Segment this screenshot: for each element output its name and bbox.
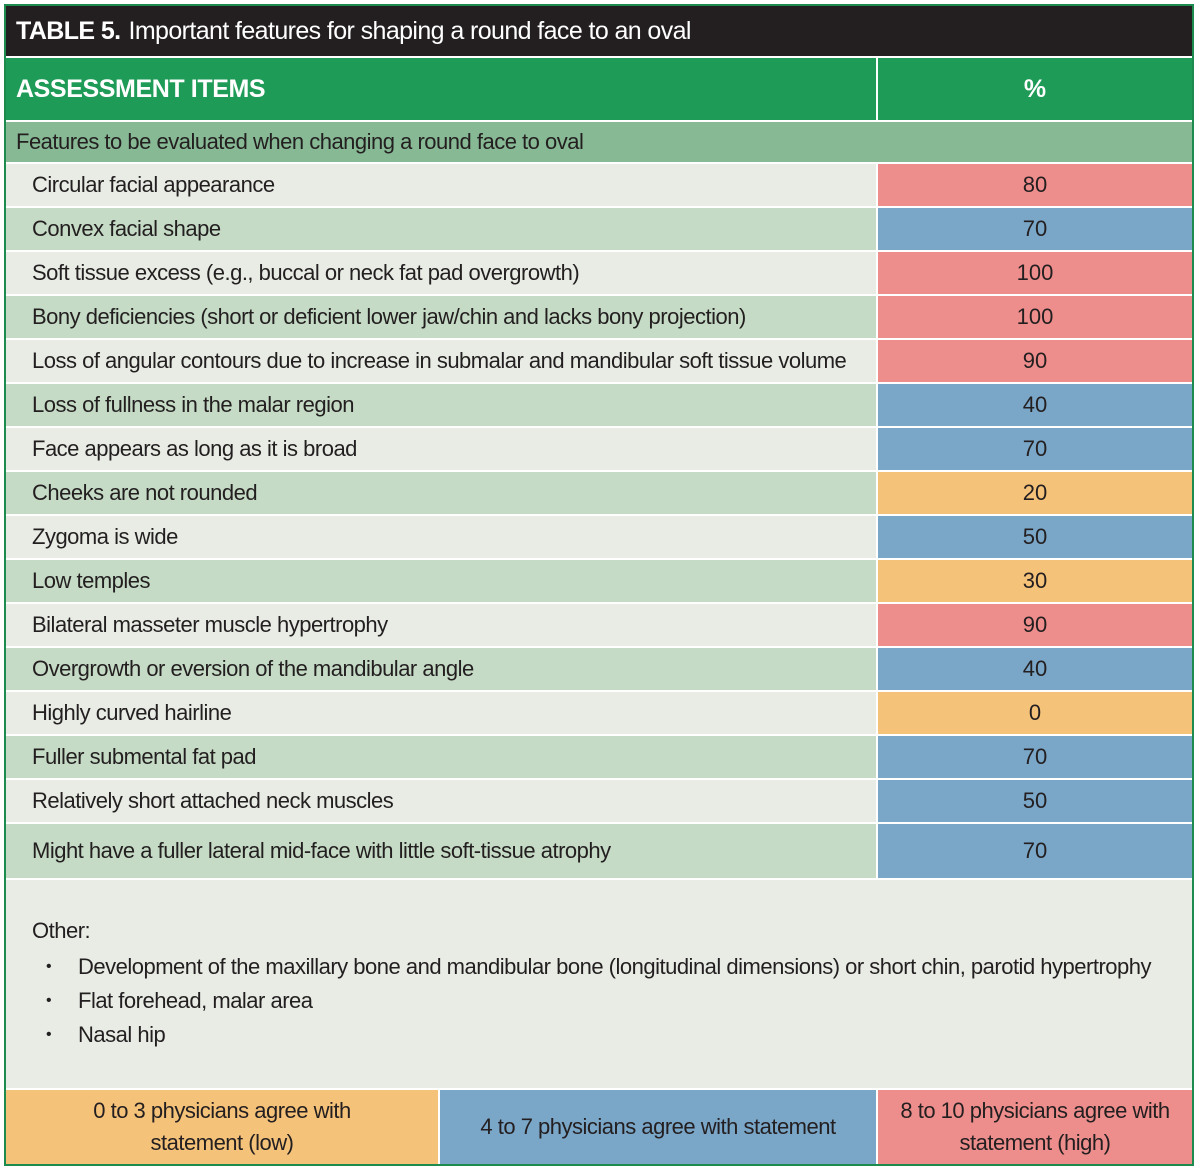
row-label: Highly curved hairline <box>6 692 878 734</box>
legend-high-text: 8 to 10 physicians agree with statement … <box>900 1098 1170 1155</box>
other-item: • Flat forehead, malar area <box>32 984 1192 1018</box>
row-percent: 70 <box>878 736 1192 778</box>
other-item-text: Flat forehead, malar area <box>78 988 313 1013</box>
row-label: Cheeks are not rounded <box>6 472 878 514</box>
row-label: Might have a fuller lateral mid-face wit… <box>6 824 878 878</box>
row-label: Zygoma is wide <box>6 516 878 558</box>
row-percent: 40 <box>878 384 1192 426</box>
row-label: Soft tissue excess (e.g., buccal or neck… <box>6 252 878 294</box>
table-row: Face appears as long as it is broad 70 <box>6 426 1192 470</box>
row-label: Overgrowth or eversion of the mandibular… <box>6 648 878 690</box>
other-notes: Other: • Development of the maxillary bon… <box>6 878 1192 1080</box>
row-percent: 80 <box>878 164 1192 206</box>
row-label: Fuller submental fat pad <box>6 736 878 778</box>
other-item-text: Nasal hip <box>78 1022 166 1047</box>
legend: 0 to 3 physicians agree with statement (… <box>6 1088 1192 1164</box>
table-row: Highly curved hairline 0 <box>6 690 1192 734</box>
row-percent: 100 <box>878 252 1192 294</box>
legend-high: 8 to 10 physicians agree with statement … <box>878 1090 1192 1164</box>
row-percent: 100 <box>878 296 1192 338</box>
row-percent: 40 <box>878 648 1192 690</box>
other-list: • Development of the maxillary bone and m… <box>32 950 1192 1052</box>
table-row: Fuller submental fat pad 70 <box>6 734 1192 778</box>
row-label: Low temples <box>6 560 878 602</box>
table-body: Circular facial appearance 80 Convex facia… <box>6 162 1192 878</box>
table-row: Might have a fuller lateral mid-face wit… <box>6 822 1192 878</box>
bullet-icon: • <box>46 1026 52 1043</box>
legend-mid-text: 4 to 7 physicians agree with statement <box>480 1114 836 1139</box>
table-row: Bilateral masseter muscle hypertrophy 90 <box>6 602 1192 646</box>
header-assessment-items: ASSESSMENT ITEMS <box>6 58 878 120</box>
row-percent: 50 <box>878 780 1192 822</box>
table-row: Relatively short attached neck muscles 50 <box>6 778 1192 822</box>
table-number: TABLE 5. <box>16 16 121 45</box>
bullet-icon: • <box>46 958 52 975</box>
column-header-row: ASSESSMENT ITEMS % <box>6 56 1192 120</box>
row-label: Relatively short attached neck muscles <box>6 780 878 822</box>
table-title: TABLE 5. Important features for shaping … <box>6 6 1192 56</box>
other-title: Other: <box>32 918 91 943</box>
row-percent: 20 <box>878 472 1192 514</box>
table-row: Cheeks are not rounded 20 <box>6 470 1192 514</box>
row-percent: 70 <box>878 208 1192 250</box>
table-frame: TABLE 5. Important features for shaping … <box>4 4 1194 1166</box>
table-row: Soft tissue excess (e.g., buccal or neck… <box>6 250 1192 294</box>
other-item: • Nasal hip <box>32 1018 1192 1052</box>
row-percent: 70 <box>878 824 1192 878</box>
legend-low: 0 to 3 physicians agree with statement (… <box>6 1090 440 1164</box>
row-percent: 90 <box>878 604 1192 646</box>
row-label: Bilateral masseter muscle hypertrophy <box>6 604 878 646</box>
header-percent: % <box>1023 74 1047 103</box>
table-row: Loss of fullness in the malar region 40 <box>6 382 1192 426</box>
row-label: Face appears as long as it is broad <box>6 428 878 470</box>
row-label: Loss of fullness in the malar region <box>6 384 878 426</box>
table-row: Low temples 30 <box>6 558 1192 602</box>
legend-mid: 4 to 7 physicians agree with statement <box>440 1090 878 1164</box>
row-percent: 30 <box>878 560 1192 602</box>
row-percent: 50 <box>878 516 1192 558</box>
table-row: Overgrowth or eversion of the mandibular… <box>6 646 1192 690</box>
legend-low-text: 0 to 3 physicians agree with statement (… <box>93 1098 351 1155</box>
bullet-icon: • <box>46 992 52 1009</box>
table-caption: Important features for shaping a round f… <box>128 16 691 45</box>
row-percent: 0 <box>878 692 1192 734</box>
section-label: Features to be evaluated when changing a… <box>6 120 1192 162</box>
table-row: Convex facial shape 70 <box>6 206 1192 250</box>
table-row: Loss of angular contours due to increase… <box>6 338 1192 382</box>
row-label: Bony deficiencies (short or deficient lo… <box>6 296 878 338</box>
table-row: Bony deficiencies (short or deficient lo… <box>6 294 1192 338</box>
row-label: Loss of angular contours due to increase… <box>6 340 878 382</box>
other-item-text: Development of the maxillary bone and ma… <box>78 954 1151 979</box>
table-row: Circular facial appearance 80 <box>6 162 1192 206</box>
row-percent: 90 <box>878 340 1192 382</box>
row-percent: 70 <box>878 428 1192 470</box>
row-label: Convex facial shape <box>6 208 878 250</box>
table-row: Zygoma is wide 50 <box>6 514 1192 558</box>
other-item: • Development of the maxillary bone and m… <box>32 950 1192 984</box>
row-label: Circular facial appearance <box>6 164 878 206</box>
